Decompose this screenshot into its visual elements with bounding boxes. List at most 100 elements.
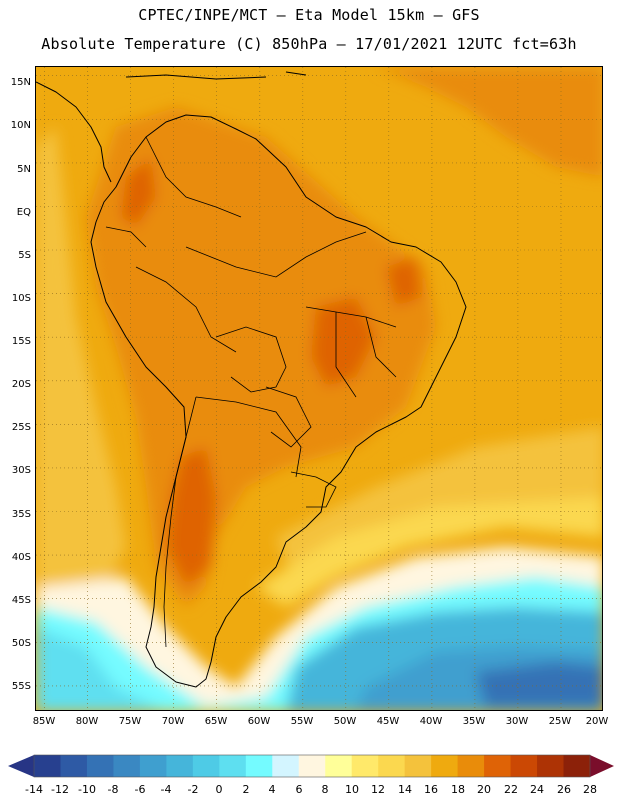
lat-label: 55S: [11, 681, 31, 692]
border-argentina-north: [195, 396, 302, 478]
colorbar-label: 8: [321, 783, 329, 796]
lat-label: 35S: [11, 509, 31, 520]
colorbar-label: 4: [268, 783, 276, 796]
lat-label: 40S: [11, 552, 31, 563]
caribbean-islands: [125, 71, 307, 80]
map-title-line-2: Absolute Temperature (C) 850hPa – 17/01/…: [41, 35, 577, 53]
field-pacific-yellow: [36, 127, 126, 587]
colorbar-label: 18: [451, 783, 465, 796]
lat-label: 50S: [11, 638, 31, 649]
colorbar-label: -12: [51, 783, 69, 796]
colorbar-bins: [34, 755, 591, 777]
border-ecuador-peru: [105, 226, 147, 248]
colorbar-bin: [113, 755, 141, 777]
border-uruguay: [290, 471, 337, 508]
field-hotspot-andes-north: [121, 157, 156, 227]
colorbar-bin: [378, 755, 406, 777]
lat-label: 30S: [11, 465, 31, 476]
lon-label: 45W: [376, 716, 400, 727]
colorbar-bin: [351, 755, 379, 777]
colorbar-bin: [139, 755, 167, 777]
border-bolivia: [215, 326, 287, 393]
lon-label: 35W: [462, 716, 486, 727]
lon-label: 85W: [32, 716, 56, 727]
lon-label: 60W: [247, 716, 271, 727]
colorbar-bin: [431, 755, 459, 777]
colorbar-bin: [60, 755, 88, 777]
lon-label: 40W: [419, 716, 443, 727]
colorbar-bin: [457, 755, 485, 777]
colorbar: [8, 754, 614, 778]
lat-label: 5N: [17, 164, 31, 175]
colorbar-label: 20: [477, 783, 491, 796]
colorbar-label: -10: [78, 783, 96, 796]
colorbar-label: 28: [583, 783, 597, 796]
colorbar-bin: [166, 755, 194, 777]
colorbar-label: 24: [530, 783, 544, 796]
lon-label: 50W: [333, 716, 357, 727]
colorbar-over-arrow: [590, 755, 614, 777]
colorbar-label: 14: [398, 783, 412, 796]
colorbar-label: 26: [557, 783, 571, 796]
lon-label: 65W: [204, 716, 228, 727]
colorbar-bin: [272, 755, 300, 777]
colorbar-outline: [33, 754, 591, 778]
colorbar-label: 22: [504, 783, 518, 796]
colorbar-label: -2: [187, 783, 199, 796]
temperature-map-canvas: [36, 67, 602, 710]
field-hotspot-northeast: [386, 257, 421, 307]
field-hotspot-patagonia: [166, 447, 216, 587]
colorbar-bin: [34, 755, 61, 777]
colorbar-label: -4: [160, 783, 172, 796]
border-argentina-chile: [163, 396, 197, 648]
lon-label: 25W: [548, 716, 572, 727]
lat-label: 10S: [11, 293, 31, 304]
field-cold-pacific: [36, 627, 162, 710]
field-hotspot-central-brazil: [311, 297, 376, 387]
lon-label: 30W: [505, 716, 529, 727]
colorbar-bin: [245, 755, 273, 777]
lat-label: 15S: [11, 336, 31, 347]
border-brazil-north: [185, 231, 367, 278]
lat-label: 25S: [11, 422, 31, 433]
map-title-line-1: CPTEC/INPE/MCT – Eta Model 15km – GFS: [138, 6, 480, 24]
colorbar-bin: [484, 755, 512, 777]
colorbar-bin: [537, 755, 565, 777]
lat-label: 15N: [10, 77, 31, 88]
lat-label: 10N: [10, 120, 31, 131]
lat-label: EQ: [16, 207, 31, 218]
field-atlantic-pale-yellow: [256, 497, 602, 607]
colorbar-label: -14: [25, 783, 43, 796]
colorbar-bin: [510, 755, 538, 777]
lat-label: 5S: [18, 250, 31, 261]
colorbar-label: 0: [215, 783, 223, 796]
colorbar-bin: [192, 755, 220, 777]
colorbar-label: 10: [345, 783, 359, 796]
border-paraguay: [265, 386, 312, 448]
colorbar-bin: [563, 755, 591, 777]
central-america-coastline: [36, 81, 112, 183]
field-north-atlantic: [376, 67, 602, 177]
lon-label: 20W: [585, 716, 609, 727]
field-cold-core: [476, 662, 602, 707]
lon-label: 55W: [290, 716, 314, 727]
colorbar-label: 6: [295, 783, 303, 796]
colorbar-label: 16: [424, 783, 438, 796]
border-brazil-states: [305, 306, 397, 398]
lat-label: 45S: [11, 595, 31, 606]
border-colombia-venezuela: [145, 136, 242, 218]
colorbar-label: -8: [107, 783, 119, 796]
colorbar-bin: [86, 755, 114, 777]
colorbar-bin: [325, 755, 353, 777]
colorbar-bin: [298, 755, 326, 777]
colorbar-bin: [404, 755, 432, 777]
lon-label: 75W: [118, 716, 142, 727]
temperature-field: [36, 67, 602, 710]
colorbar-label: -6: [134, 783, 146, 796]
colorbar-bin: [219, 755, 247, 777]
colorbar-label: 2: [242, 783, 250, 796]
border-peru-brazil: [135, 266, 237, 353]
temperature-map: [35, 66, 603, 711]
political-borders: [105, 136, 397, 648]
lon-label: 80W: [75, 716, 99, 727]
